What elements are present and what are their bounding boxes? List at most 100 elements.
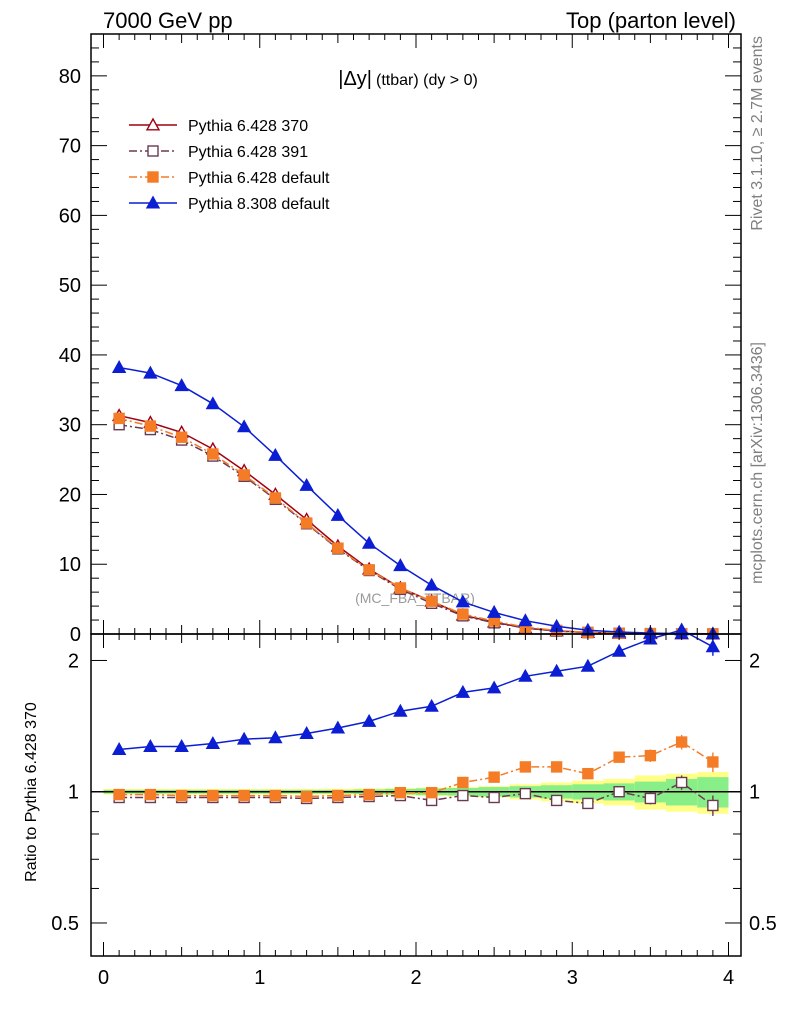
ratio-point-2-2 <box>174 739 189 752</box>
main-y-tick-label: 70 <box>59 136 81 158</box>
main-point-3-9 <box>393 558 408 572</box>
ratio-point-2-7 <box>330 720 346 734</box>
main-point-2-9 <box>394 582 407 594</box>
ratio-point-2-16 <box>611 643 627 657</box>
main-point-2-6 <box>300 517 313 529</box>
ratio-point-1-2 <box>175 789 188 802</box>
main-point-3-6 <box>299 477 314 491</box>
main-y-tick-label: 10 <box>59 554 81 576</box>
ratio-point-0-11 <box>457 789 469 802</box>
legend-marker-3 <box>145 195 161 209</box>
main-y-tick-label: 60 <box>59 205 81 227</box>
ratio-point-1-10 <box>425 786 438 799</box>
legend: Pythia 6.428 370 Pythia 6.428 391 Pythia 6… <box>129 117 330 213</box>
ratio-point-2-14 <box>549 663 564 677</box>
ratio-point-2-9 <box>393 703 408 717</box>
main-point-3-13 <box>518 613 533 627</box>
x-tick-label: 0 <box>98 967 109 989</box>
x-tick-label: 3 <box>567 967 578 989</box>
ratio-y-axis-label: Ratio to Pythia 6.428 370 <box>23 702 40 882</box>
ratio-point-1-17 <box>644 749 657 762</box>
ratio-plot: 0 1 2 3 4 0.5 0.5 1 1 2 2 Ratio to Pythia 6.428 37… <box>23 622 777 989</box>
legend-marker-2 <box>147 171 159 183</box>
main-point-2-10 <box>425 595 438 607</box>
ratio-point-1-7 <box>332 789 344 802</box>
ratio-point-2-4 <box>236 731 252 745</box>
ratio-point-2-1 <box>143 739 158 752</box>
legend-label-2: Pythia 6.428 default <box>188 170 330 187</box>
watermark: (MC_FBA_TTBAR) <box>355 590 475 606</box>
ratio-point-0-13 <box>519 787 532 800</box>
main-point-3-10 <box>424 577 439 591</box>
ratio-point-1-12 <box>488 771 500 783</box>
main-plot: (MC_FBA_TTBAR) 0 10 20 30 40 50 60 70 80 |Δy| (t… <box>59 33 742 646</box>
ratio-point-2-11 <box>455 684 471 698</box>
legend-marker-0 <box>145 117 161 131</box>
ratio-point-2-8 <box>361 713 377 727</box>
ratio-y-tick-label-right: 0.5 <box>749 913 777 935</box>
x-tick-label: 4 <box>723 967 734 989</box>
x-tick-label: 2 <box>410 967 421 989</box>
side-label-rivet: Rivet 3.1.10, ≥ 2.7M events <box>749 36 766 231</box>
main-y-tick-label: 0 <box>70 624 81 646</box>
ratio-point-1-6 <box>300 790 313 803</box>
ratio-point-0-14 <box>550 794 563 807</box>
ratio-point-1-4 <box>238 789 250 802</box>
ratio-y-tick-label-right: 2 <box>749 650 760 672</box>
main-point-3-1 <box>143 365 158 379</box>
ratio-point-1-15 <box>582 767 594 780</box>
ratio-y-tick-label: 2 <box>68 650 79 672</box>
main-point-2-3 <box>207 448 219 460</box>
main-point-2-2 <box>175 431 188 443</box>
main-point-3-7 <box>330 507 346 521</box>
legend-label-1: Pythia 6.428 391 <box>188 144 308 161</box>
ratio-point-1-14 <box>550 761 563 773</box>
ratio-point-1-13 <box>519 761 532 773</box>
ratio-y-tick-label-right: 1 <box>749 782 760 804</box>
legend-label-3: Pythia 8.308 default <box>188 196 330 213</box>
ratio-point-2-19 <box>705 639 721 653</box>
main-point-3-11 <box>455 594 471 608</box>
ratio-point-1-5 <box>269 789 282 802</box>
main-series-layer <box>111 360 721 640</box>
main-point-2-4 <box>238 469 250 481</box>
ratio-point-1-9 <box>394 786 407 799</box>
legend-label-0: Pythia 6.428 370 <box>188 118 308 135</box>
main-point-2-5 <box>269 492 282 504</box>
main-point-3-3 <box>205 396 221 410</box>
main-point-3-12 <box>486 604 502 618</box>
ratio-point-2-5 <box>268 730 283 744</box>
ratio-point-1-16 <box>613 751 625 763</box>
ratio-point-0-15 <box>582 797 594 810</box>
main-point-3-5 <box>268 447 283 461</box>
ratio-point-0-16 <box>613 786 625 798</box>
ratio-y-tick-label: 1 <box>68 782 79 804</box>
main-point-3-8 <box>361 535 377 549</box>
ratio-point-1-1 <box>144 788 157 801</box>
main-point-2-1 <box>144 420 157 432</box>
chart-title-main: |Δy| <box>338 68 372 90</box>
ratio-point-0-19 <box>707 799 719 812</box>
main-y-tick-label: 80 <box>59 66 81 88</box>
ratio-point-2-3 <box>205 736 221 750</box>
main-point-2-0 <box>113 412 125 425</box>
main-y-tick-label: 50 <box>59 275 81 297</box>
ratio-point-2-10 <box>424 698 439 712</box>
x-tick-label: 1 <box>254 967 265 989</box>
header-right: Top (parton level) <box>566 8 736 33</box>
ratio-point-1-11 <box>457 776 469 789</box>
ratio-y-tick-label: 0.5 <box>51 913 79 935</box>
ratio-point-0-18 <box>675 776 688 789</box>
main-y-tick-label: 20 <box>59 484 81 506</box>
ratio-point-2-0 <box>111 742 127 755</box>
legend-marker-1 <box>147 145 159 157</box>
ratio-point-1-0 <box>113 788 125 801</box>
main-point-3-2 <box>174 378 189 392</box>
chart-title: |Δy| (ttbar) (dy > 0) <box>338 68 478 90</box>
ratio-point-0-12 <box>488 791 500 804</box>
chart-title-sub: (ttbar) (dy > 0) <box>376 72 478 89</box>
main-point-2-8 <box>363 564 375 576</box>
ratio-point-1-19 <box>707 756 719 768</box>
ratio-point-2-13 <box>518 668 533 682</box>
header-left: 7000 GeV pp <box>103 8 233 33</box>
